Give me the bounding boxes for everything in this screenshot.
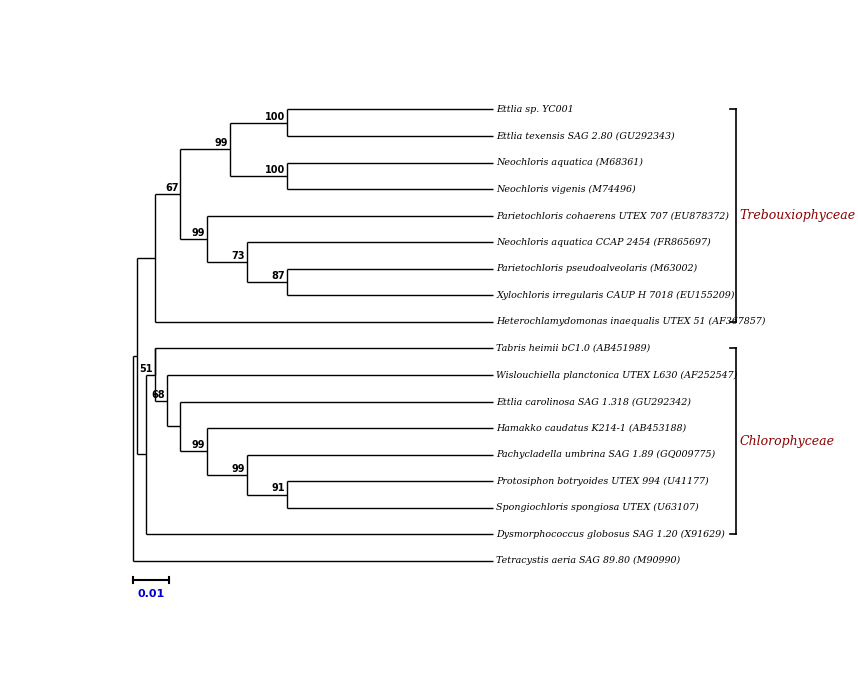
Text: Wislouchiella planctonica UTEX L630 (AF252547): Wislouchiella planctonica UTEX L630 (AF2… [496, 371, 738, 379]
Text: 51: 51 [140, 363, 153, 373]
Text: 67: 67 [165, 183, 178, 193]
Text: Protosiphon botryoides UTEX 994 (U41177): Protosiphon botryoides UTEX 994 (U41177) [496, 477, 709, 486]
Text: 73: 73 [232, 251, 245, 261]
Text: Spongiochloris spongiosa UTEX (U63107): Spongiochloris spongiosa UTEX (U63107) [496, 503, 699, 512]
Text: Neochloris aquatica CCAP 2454 (FR865697): Neochloris aquatica CCAP 2454 (FR865697) [496, 238, 711, 247]
Text: Ettlia texensis SAG 2.80 (GU292343): Ettlia texensis SAG 2.80 (GU292343) [496, 131, 675, 140]
Text: Ettlia carolinosa SAG 1.318 (GU292342): Ettlia carolinosa SAG 1.318 (GU292342) [496, 397, 692, 406]
Text: Ettlia sp. YC001: Ettlia sp. YC001 [496, 105, 574, 114]
Text: 99: 99 [214, 138, 228, 148]
Text: Hamakko caudatus K214-1 (AB453188): Hamakko caudatus K214-1 (AB453188) [496, 424, 686, 433]
Text: Pachycladella umbrina SAG 1.89 (GQ009775): Pachycladella umbrina SAG 1.89 (GQ009775… [496, 450, 716, 459]
Text: 100: 100 [264, 112, 285, 122]
Text: Dysmorphococcus globosus SAG 1.20 (X91629): Dysmorphococcus globosus SAG 1.20 (X9162… [496, 530, 725, 539]
Text: Tetracystis aeria SAG 89.80 (M90990): Tetracystis aeria SAG 89.80 (M90990) [496, 556, 680, 565]
Text: Trebouxiophyceae: Trebouxiophyceae [740, 209, 855, 222]
Text: Heterochlamydomonas inaequalis UTEX 51 (AF367857): Heterochlamydomonas inaequalis UTEX 51 (… [496, 317, 765, 326]
Text: Tabris heimii bC1.0 (AB451989): Tabris heimii bC1.0 (AB451989) [496, 344, 650, 353]
Text: Neochloris vigenis (M74496): Neochloris vigenis (M74496) [496, 185, 636, 193]
Text: Neochloris aquatica (M68361): Neochloris aquatica (M68361) [496, 158, 644, 167]
Text: 91: 91 [271, 483, 285, 493]
Text: Chlorophyceae: Chlorophyceae [740, 435, 835, 448]
Text: Parietochloris cohaerens UTEX 707 (EU878372): Parietochloris cohaerens UTEX 707 (EU878… [496, 211, 729, 220]
Text: Parietochloris pseudoalveolaris (M63002): Parietochloris pseudoalveolaris (M63002) [496, 264, 698, 274]
Text: 68: 68 [152, 390, 165, 400]
Text: 87: 87 [271, 271, 285, 281]
Text: 99: 99 [191, 440, 205, 450]
Text: 99: 99 [232, 464, 245, 474]
Text: 99: 99 [191, 228, 205, 238]
Text: Xylochloris irregularis CAUP H 7018 (EU155209): Xylochloris irregularis CAUP H 7018 (EU1… [496, 290, 734, 300]
Text: 0.01: 0.01 [137, 590, 165, 599]
Text: 100: 100 [264, 164, 285, 175]
